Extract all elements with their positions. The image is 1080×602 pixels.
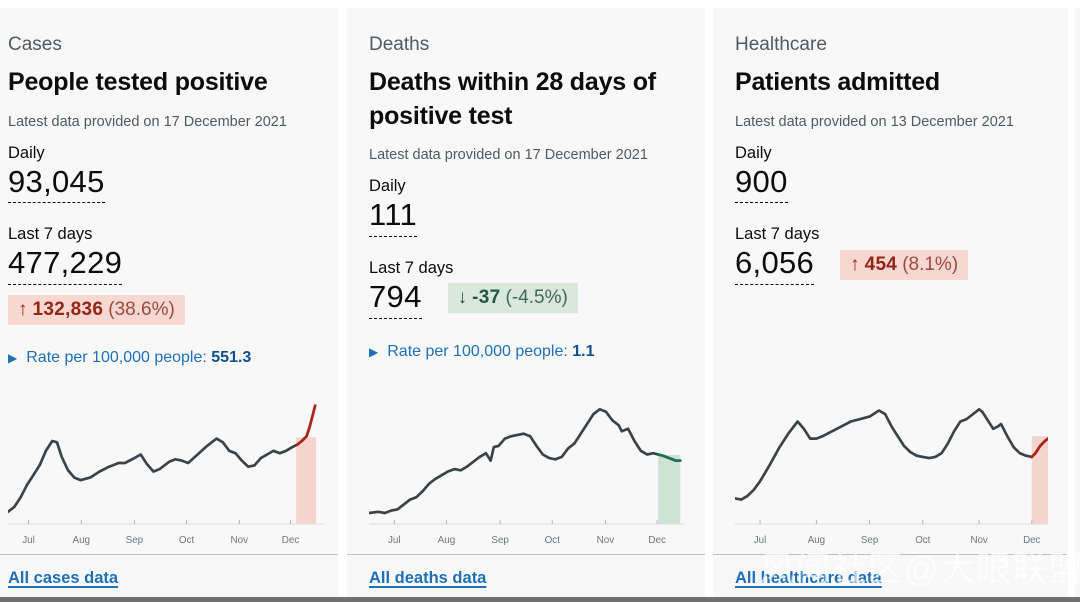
cases-card-title: People tested positive (8, 67, 268, 96)
cases-rate-label: Rate per 100,000 people: 551.3 (26, 348, 252, 366)
healthcare-weekly-value: 6,056 (735, 245, 815, 285)
deaths-change-percent: (-4.5%) (505, 287, 568, 309)
svg-text:Nov: Nov (597, 535, 615, 546)
healthcare-change-badge: ↑ 454 (8.1%) (840, 249, 969, 280)
cases-rate-value: 551.3 (211, 348, 252, 366)
svg-text:Sep: Sep (491, 535, 509, 546)
cases-daily-label: Daily (8, 143, 45, 162)
expander-triangle-icon: ▶ (369, 344, 379, 359)
healthcare-change-percent: (8.1%) (902, 253, 959, 275)
healthcare-sparkline-chart: Jul Aug Sep Oct Nov Dec (735, 396, 1048, 548)
next-card-sliver (1075, 8, 1080, 602)
deaths-weekly-value: 794 (369, 279, 422, 319)
deaths-card-title: Deaths within 28 days of positive test (369, 67, 656, 130)
deaths-card-meta: Latest data provided on 17 December 2021 (369, 147, 648, 164)
healthcare-card-title: Patients admitted (735, 67, 940, 96)
bottom-section-edge (0, 597, 1080, 602)
cases-section-label: Cases (8, 34, 62, 55)
svg-text:Oct: Oct (545, 535, 561, 546)
svg-text:Aug: Aug (73, 535, 91, 546)
svg-text:Sep: Sep (861, 535, 879, 546)
cases-card: Cases People tested positive Latest data… (0, 8, 338, 602)
healthcare-card-meta: Latest data provided on 13 December 2021 (735, 113, 1014, 130)
expander-triangle-icon: ▶ (8, 350, 18, 365)
up-arrow-icon: ↑ (850, 253, 860, 275)
healthcare-daily-label: Daily (735, 143, 772, 162)
all-cases-data-link[interactable]: All cases data (8, 569, 119, 587)
svg-text:Aug: Aug (808, 535, 825, 546)
all-deaths-data-link[interactable]: All deaths data (369, 569, 487, 587)
svg-text:Oct: Oct (179, 535, 195, 546)
healthcare-daily-value: 900 (735, 164, 788, 204)
healthcare-change-value: 454 (864, 253, 898, 275)
cases-change-value: 132,836 (32, 298, 104, 320)
cases-change-badge: ↑ 132,836 (38.6%) (8, 294, 185, 325)
down-arrow-icon: ↓ (457, 287, 468, 309)
all-healthcare-data-link[interactable]: All healthcare data (735, 569, 882, 587)
svg-text:Dec: Dec (1023, 535, 1040, 546)
healthcare-card: Healthcare Patients admitted Latest data… (713, 8, 1068, 602)
svg-text:Dec: Dec (282, 535, 300, 546)
cases-weekly-value: 477,229 (8, 245, 123, 285)
cases-change-percent: (38.6%) (108, 298, 175, 320)
deaths-rate-value: 1.1 (572, 342, 595, 360)
deaths-daily-label: Daily (369, 177, 406, 196)
svg-text:Jul: Jul (22, 535, 35, 546)
deaths-change-badge: ↓ -37 (-4.5%) (447, 283, 578, 314)
deaths-rate-label: Rate per 100,000 people: 1.1 (387, 342, 595, 360)
healthcare-weekly-label: Last 7 days (735, 225, 820, 244)
svg-text:Nov: Nov (231, 535, 249, 546)
cases-weekly-label: Last 7 days (8, 225, 93, 244)
svg-text:Aug: Aug (438, 535, 456, 546)
svg-text:Oct: Oct (915, 535, 930, 546)
deaths-change-value: -37 (472, 287, 501, 309)
cases-daily-value: 93,045 (8, 164, 105, 204)
healthcare-section-label: Healthcare (735, 34, 827, 55)
deaths-weekly-label: Last 7 days (369, 258, 454, 277)
deaths-sparkline-chart: Jul Aug Sep Oct Nov Dec (369, 396, 685, 548)
svg-text:Sep: Sep (126, 535, 144, 546)
svg-text:Nov: Nov (970, 535, 987, 546)
svg-text:Jul: Jul (388, 535, 401, 546)
cases-rate-expander[interactable]: ▶ Rate per 100,000 people: 551.3 (8, 349, 324, 367)
deaths-daily-value: 111 (369, 197, 418, 237)
cases-sparkline-chart: Jul Aug Sep Oct Nov Dec (8, 396, 324, 548)
deaths-section-label: Deaths (369, 34, 430, 55)
svg-text:Dec: Dec (648, 535, 666, 546)
deaths-rate-expander[interactable]: ▶ Rate per 100,000 people: 1.1 (369, 343, 685, 361)
cases-card-meta: Latest data provided on 17 December 2021 (8, 113, 287, 130)
up-arrow-icon: ↑ (18, 298, 28, 320)
svg-text:Jul: Jul (754, 535, 766, 546)
deaths-card: Deaths Deaths within 28 days of positive… (347, 8, 705, 602)
